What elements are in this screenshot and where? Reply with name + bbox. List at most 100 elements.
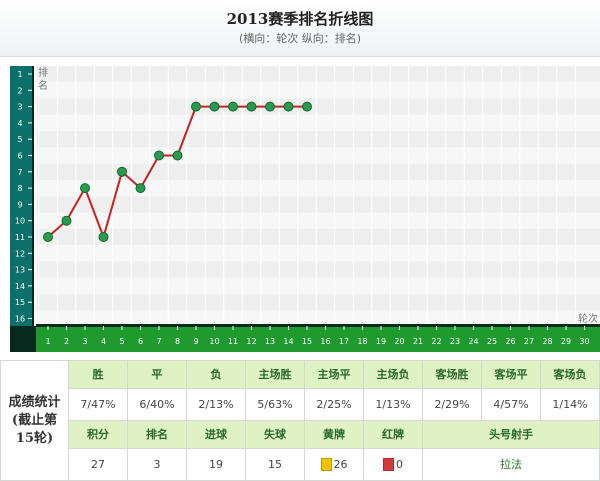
grid-band xyxy=(36,147,600,164)
rank-point xyxy=(43,232,53,242)
y-axis-label-char-2: 名 xyxy=(38,79,48,92)
rank-point xyxy=(246,101,257,112)
y-axis-right-line xyxy=(32,66,34,326)
x-tick-label: 3 xyxy=(82,337,87,346)
grid-band xyxy=(36,196,600,213)
stat-value: 1/14% xyxy=(540,387,600,421)
y-axis-bar xyxy=(10,66,32,326)
chart-title: 2013赛季排名折线图 xyxy=(226,10,374,28)
stat-header-goals-for: 进球 xyxy=(186,419,246,449)
x-tick-label: 19 xyxy=(376,337,386,346)
stat-header-red: 红牌 xyxy=(363,419,423,449)
x-ticks: 1 2 3 4 5 6 7 8 9 10 11 12 13 14 15 16 17 18 19 20 21 22 23 24 2… xyxy=(45,326,590,346)
chart-grid xyxy=(36,65,600,327)
stat-value: 2/13% xyxy=(186,387,246,421)
grid-band xyxy=(36,98,600,115)
stat-header: 主场胜 xyxy=(245,360,305,389)
x-axis-bar xyxy=(36,326,600,352)
y-tick-label: 14 xyxy=(15,282,25,291)
x-tick-label: 18 xyxy=(357,337,367,346)
y-tick-label: 16 xyxy=(15,315,25,324)
x-tick-label: 26 xyxy=(505,337,515,346)
stat-header-top-scorer: 头号射手 xyxy=(422,419,600,449)
x-tick-label: 14 xyxy=(283,337,293,346)
top-scorer-link[interactable]: 拉法 xyxy=(422,447,600,481)
y-tick-label: 7 xyxy=(17,168,22,177)
rank-point xyxy=(98,232,109,242)
rank-point xyxy=(191,101,201,112)
x-axis-top-line xyxy=(36,324,600,327)
x-tick-label: 7 xyxy=(156,337,161,346)
stat-header: 主场平 xyxy=(304,360,364,389)
y-tick-label: 2 xyxy=(17,86,22,95)
grid-band xyxy=(36,228,600,246)
chart-header: 2013赛季排名折线图 (横向：轮次 纵向：排名) xyxy=(0,0,600,57)
stat-header: 平 xyxy=(127,360,187,389)
x-tick-label: 27 xyxy=(524,337,534,346)
x-tick-label: 12 xyxy=(246,337,256,346)
rank-point xyxy=(209,101,220,112)
stat-goals-against: 15 xyxy=(245,447,305,481)
x-tick-label: 20 xyxy=(394,337,404,346)
grid-band xyxy=(36,245,600,262)
x-tick-label: 2 xyxy=(64,337,69,346)
grid-band xyxy=(36,277,600,295)
rank-point xyxy=(172,150,183,161)
grid-band xyxy=(36,294,600,311)
grid-band xyxy=(36,65,600,83)
y-tick-label: 4 xyxy=(17,119,22,128)
x-tick-label: 10 xyxy=(209,337,219,346)
grid-band xyxy=(36,163,600,180)
stat-value: 2/25% xyxy=(304,387,364,421)
y-tick-label: 8 xyxy=(17,184,22,193)
rank-point xyxy=(135,183,146,194)
stat-header: 胜 xyxy=(68,360,128,389)
stat-header: 客场负 xyxy=(540,360,600,389)
chart-subtitle: (横向：轮次 纵向：排名) xyxy=(238,32,362,45)
red-card-icon xyxy=(383,458,394,472)
stats-table: 成绩统计 (截止第 15轮) 胜 平 负 主场胜 主场平 主场负 客场胜 客场平 客… xyxy=(0,360,600,481)
y-tick-label: 12 xyxy=(15,249,25,258)
red-card-count: 0 xyxy=(396,457,403,471)
rank-point xyxy=(283,101,294,112)
stat-goals-for: 19 xyxy=(186,447,246,481)
grid-band xyxy=(36,131,600,148)
stat-header-goals-against: 失球 xyxy=(245,419,305,449)
grid-band xyxy=(36,212,600,229)
x-tick-label: 28 xyxy=(542,337,552,346)
y-tick-label: 5 xyxy=(17,135,22,144)
stat-header-yellow: 黄牌 xyxy=(304,419,364,449)
stat-header: 客场胜 xyxy=(422,360,482,389)
stat-header-rank: 排名 xyxy=(127,419,187,449)
x-tick-label: 17 xyxy=(339,337,349,346)
x-tick-label: 11 xyxy=(228,337,238,346)
rank-point xyxy=(228,101,238,112)
stat-points: 27 xyxy=(68,447,128,481)
y-tick-label: 9 xyxy=(17,200,22,209)
grid-band xyxy=(36,114,600,132)
yellow-card-icon xyxy=(320,458,332,472)
x-tick-label: 29 xyxy=(561,337,571,346)
x-tick-label: 23 xyxy=(450,337,460,346)
x-tick-label: 5 xyxy=(119,337,124,346)
stat-value: 1/13% xyxy=(363,387,423,421)
x-tick-label: 21 xyxy=(413,337,423,346)
stat-header: 主场负 xyxy=(363,360,423,389)
stat-yellow-cards: 26 xyxy=(304,447,364,481)
stat-header: 客场平 xyxy=(481,360,541,389)
grid-band xyxy=(36,310,600,327)
stats-row-label: 成绩统计 (截止第 15轮) xyxy=(0,360,69,481)
x-tick-label: 13 xyxy=(265,337,275,346)
y-tick-label: 11 xyxy=(15,233,25,242)
x-tick-label: 1 xyxy=(45,337,50,346)
x-tick-label: 24 xyxy=(468,337,478,346)
grid-band xyxy=(36,82,600,99)
rank-point xyxy=(80,183,90,194)
rank-point xyxy=(302,101,312,112)
rank-series-markers xyxy=(43,101,312,242)
corner-block xyxy=(10,326,36,352)
y-tick-label: 6 xyxy=(17,152,22,161)
x-tick-label: 9 xyxy=(193,337,198,346)
